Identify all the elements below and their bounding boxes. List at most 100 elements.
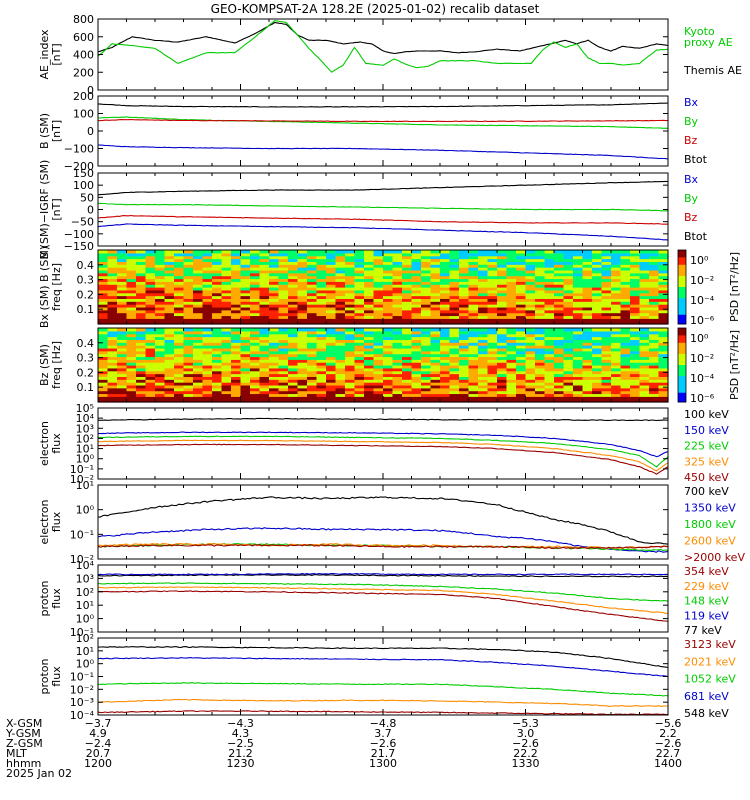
- heatmap-cell: [487, 356, 498, 360]
- heatmap-cell: [468, 295, 479, 299]
- heatmap-cell: [525, 292, 536, 297]
- heatmap-cell: [478, 399, 489, 403]
- heatmap-cell: [326, 387, 337, 392]
- heatmap-cell: [250, 261, 261, 265]
- heatmap-cell: [335, 281, 346, 285]
- heatmap-cell: [411, 255, 422, 260]
- heatmap-cell: [554, 321, 565, 325]
- heatmap-cell: [297, 365, 308, 369]
- heatmap-cell: [212, 278, 223, 282]
- heatmap-cell: [611, 356, 622, 360]
- heatmap-cell: [563, 278, 574, 282]
- heatmap-cell: [430, 255, 441, 260]
- heatmap-cell: [183, 250, 194, 254]
- heatmap-cell: [221, 350, 232, 355]
- heatmap-cell: [516, 304, 527, 308]
- heatmap-cell: [506, 304, 517, 308]
- heatmap-cell: [563, 306, 574, 311]
- heatmap-cell: [639, 264, 650, 268]
- heatmap-cell: [440, 306, 451, 311]
- heatmap-cell: [250, 309, 261, 314]
- heatmap-cell: [440, 399, 451, 403]
- heatmap-cell: [468, 252, 479, 257]
- heatmap-cell: [544, 359, 555, 363]
- heatmap-cell: [202, 339, 213, 343]
- heatmap-cell: [421, 393, 432, 397]
- heatmap-cell: [544, 255, 555, 260]
- heatmap-cell: [231, 390, 242, 395]
- heatmap-cell: [136, 379, 147, 383]
- heatmap-cell: [278, 306, 289, 311]
- heatmap-cell: [126, 347, 137, 352]
- heatmap-cell: [563, 275, 574, 280]
- heatmap-cell: [459, 347, 470, 352]
- heatmap-cell: [354, 284, 365, 288]
- heatmap-cell: [269, 292, 280, 297]
- heatmap-cell: [478, 328, 489, 332]
- heatmap-cell: [155, 272, 166, 277]
- heatmap-cell: [373, 399, 384, 403]
- heatmap-cell: [193, 295, 204, 299]
- heatmap-cell: [250, 390, 261, 395]
- ephemeris-value: 3.0: [517, 727, 535, 740]
- heatmap-cell: [639, 365, 650, 369]
- heatmap-cell: [459, 382, 470, 386]
- heatmap-cell: [164, 278, 175, 282]
- heatmap-cell: [421, 295, 432, 299]
- heatmap-cell: [126, 261, 137, 265]
- series-line: [98, 590, 669, 622]
- heatmap-cell: [250, 376, 261, 380]
- heatmap-cell: [630, 292, 641, 297]
- heatmap-cell: [155, 393, 166, 397]
- heatmap-cell: [326, 367, 337, 372]
- heatmap-cell: [373, 390, 384, 395]
- heatmap-cell: [402, 292, 413, 297]
- colorbar-segment: [678, 299, 686, 303]
- heatmap-cell: [183, 382, 194, 386]
- heatmap-cell: [297, 292, 308, 297]
- heatmap-cell: [402, 272, 413, 277]
- heatmap-cell: [221, 356, 232, 360]
- heatmap-cell: [221, 275, 232, 280]
- heatmap-cell: [354, 258, 365, 262]
- heatmap-cell: [373, 292, 384, 297]
- y-axis-label-line: [nT]: [50, 198, 63, 220]
- heatmap-cell: [392, 281, 403, 285]
- heatmap-cell: [402, 250, 413, 254]
- heatmap-cell: [440, 281, 451, 285]
- heatmap-cell: [582, 301, 593, 305]
- heatmap-cell: [383, 353, 394, 358]
- heatmap-cell: [525, 359, 536, 363]
- heatmap-cell: [354, 330, 365, 335]
- heatmap-cell: [354, 272, 365, 277]
- heatmap-cell: [402, 281, 413, 285]
- legend-entry: 2021 keV: [684, 655, 736, 668]
- heatmap-cell: [240, 301, 251, 305]
- heatmap-cell: [240, 255, 251, 260]
- heatmap-cell: [136, 295, 147, 299]
- heatmap-cell: [582, 264, 593, 268]
- heatmap-cell: [145, 367, 156, 372]
- heatmap-cell: [202, 373, 213, 377]
- heatmap-cell: [136, 292, 147, 297]
- heatmap-cell: [117, 339, 128, 343]
- heatmap-cell: [117, 272, 128, 277]
- heatmap-cell: [183, 321, 194, 325]
- heatmap-cell: [307, 379, 318, 383]
- heatmap-cell: [335, 289, 346, 294]
- heatmap-cell: [288, 393, 299, 397]
- ephemeris-row-label: 2025 Jan 02: [6, 767, 72, 780]
- heatmap-cell: [430, 342, 441, 346]
- heatmap-cell: [630, 258, 641, 262]
- heatmap-cell: [620, 264, 631, 268]
- heatmap-cell: [506, 318, 517, 322]
- heatmap-cell: [487, 370, 498, 375]
- heatmap-cell: [354, 261, 365, 265]
- y-tick-label: 10¹: [76, 599, 94, 612]
- heatmap-cell: [364, 287, 375, 291]
- heatmap-cell: [630, 312, 641, 317]
- heatmap-cell: [354, 342, 365, 346]
- heatmap-cell: [117, 269, 128, 274]
